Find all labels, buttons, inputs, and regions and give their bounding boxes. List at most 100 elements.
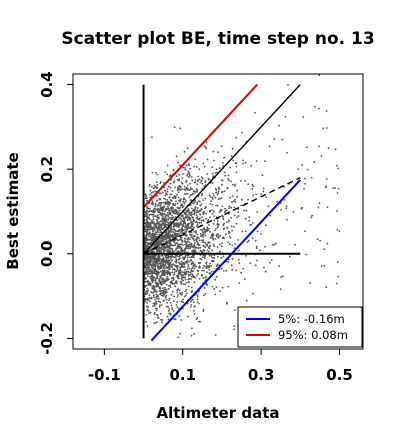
scatter-point: [161, 227, 163, 230]
scatter-point: [198, 239, 201, 242]
scatter-point: [149, 218, 151, 221]
scatter-point: [179, 127, 182, 130]
scatter-point: [199, 209, 202, 212]
scatter-point: [166, 275, 169, 278]
scatter-point: [195, 220, 198, 223]
scatter-point: [209, 209, 212, 212]
scatter-point: [159, 281, 162, 283]
reference-lines: [142, 83, 302, 342]
scatter-point: [228, 207, 230, 210]
scatter-point: [145, 245, 148, 248]
scatter-point: [214, 278, 217, 281]
x-tick-label: -0.1: [88, 366, 121, 384]
scatter-point: [189, 233, 191, 236]
scatter-point: [161, 277, 164, 280]
scatter-point: [175, 232, 178, 235]
scatter-point: [190, 269, 193, 272]
scatter-point: [200, 250, 203, 253]
scatter-point: [206, 228, 209, 230]
scatter-point: [180, 218, 183, 221]
scatter-point: [152, 291, 155, 294]
scatter-point: [203, 185, 206, 188]
scatter-point: [148, 300, 151, 303]
scatter-point: [169, 314, 172, 316]
scatter-point: [159, 304, 161, 307]
scatter-point: [201, 182, 204, 185]
scatter-point: [146, 217, 149, 220]
scatter-point: [190, 275, 193, 278]
scatter-point: [156, 208, 159, 211]
scatter-point: [185, 228, 188, 231]
scatter-point: [227, 219, 230, 221]
scatter-point: [231, 195, 234, 198]
scatter-point: [216, 255, 219, 258]
scatter-point: [179, 189, 182, 192]
scatter-point: [265, 224, 267, 227]
scatter-point: [153, 233, 156, 236]
scatter-point: [174, 234, 177, 237]
scatter-point: [305, 253, 308, 256]
scatter-point: [180, 254, 182, 257]
scatter-point: [152, 254, 155, 257]
scatter-point: [162, 282, 165, 285]
scatter-point: [166, 201, 168, 204]
scatter-point: [185, 192, 188, 195]
scatter-point: [211, 166, 214, 169]
scatter-point: [185, 217, 188, 219]
scatter-point: [166, 199, 169, 201]
scatter-point: [168, 260, 170, 263]
scatter-point: [182, 217, 185, 219]
scatter-point: [177, 277, 180, 280]
scatter-point: [156, 242, 159, 244]
scatter-point: [198, 178, 201, 181]
scatter-point: [157, 248, 160, 250]
scatter-point: [192, 235, 195, 238]
scatter-point: [163, 205, 165, 208]
scatter-point: [218, 211, 221, 214]
scatter-point: [216, 222, 219, 225]
scatter-point: [233, 206, 236, 209]
scatter-point: [244, 161, 247, 164]
scatter-point: [226, 302, 228, 305]
scatter-point: [168, 196, 171, 198]
scatter-point: [231, 147, 234, 150]
scatter-point: [150, 265, 153, 267]
scatter-point: [214, 187, 217, 190]
scatter-point: [336, 261, 339, 263]
scatter-point: [237, 215, 240, 217]
scatter-point: [169, 286, 172, 289]
scatter-point: [224, 210, 227, 213]
scatter-point: [165, 226, 168, 228]
scatter-point: [178, 173, 181, 176]
scatter-point: [185, 245, 188, 248]
scatter-point: [158, 228, 160, 230]
scatter-point: [242, 267, 245, 270]
scatter-point: [160, 181, 162, 183]
scatter-point: [194, 181, 197, 183]
scatter-point: [197, 244, 200, 246]
scatter-point: [213, 210, 215, 213]
scatter-point: [200, 208, 203, 211]
scatter-point: [336, 192, 339, 194]
scatter-point: [147, 259, 150, 262]
scatter-point: [196, 294, 199, 297]
scatter-point: [284, 115, 287, 118]
scatter-point: [211, 285, 214, 288]
scatter-point: [173, 250, 176, 253]
scatter-point: [195, 166, 198, 168]
scatter-point: [194, 231, 197, 233]
scatter-point: [323, 265, 326, 267]
scatter-point: [145, 269, 148, 272]
scatter-point: [190, 278, 192, 280]
scatter-point: [196, 201, 199, 204]
scatter-point: [149, 277, 152, 280]
scatter-point: [161, 217, 164, 220]
scatter-point: [162, 290, 165, 293]
scatter-point: [157, 263, 160, 265]
scatter-point: [180, 280, 183, 283]
scatter-point: [147, 298, 150, 300]
scatter-point: [155, 291, 158, 293]
scatter-point: [183, 276, 186, 279]
scatter-point: [311, 214, 314, 217]
scatter-point: [241, 230, 244, 233]
